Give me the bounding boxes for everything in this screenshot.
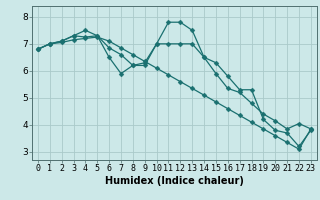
X-axis label: Humidex (Indice chaleur): Humidex (Indice chaleur) [105, 176, 244, 186]
